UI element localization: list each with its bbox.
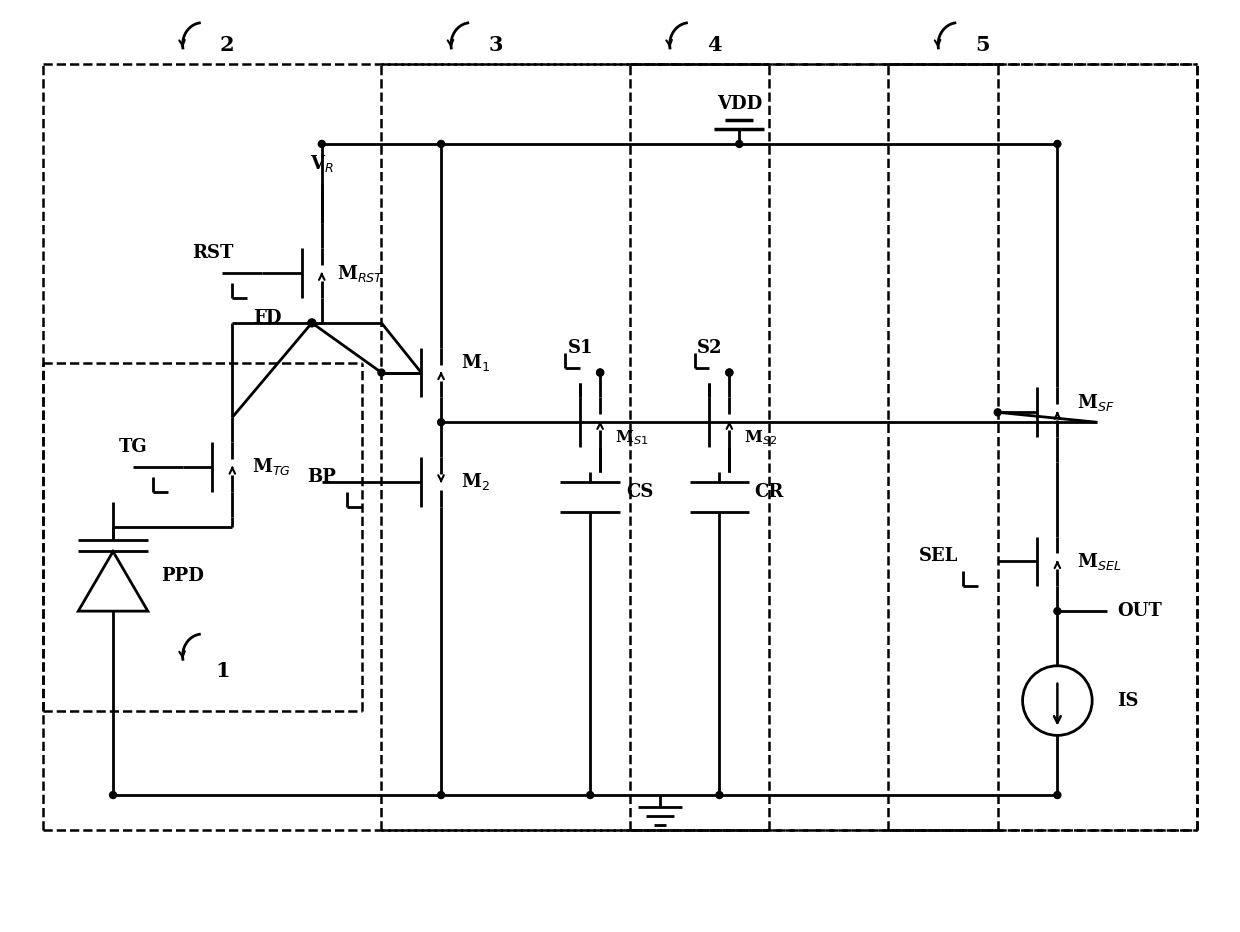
Circle shape [1054, 141, 1061, 147]
Text: S2: S2 [697, 338, 722, 357]
Text: M$_{TG}$: M$_{TG}$ [252, 457, 291, 477]
Circle shape [715, 791, 723, 799]
Circle shape [1054, 791, 1061, 799]
Circle shape [725, 369, 733, 376]
Text: TG: TG [119, 438, 148, 456]
Circle shape [596, 369, 604, 376]
Circle shape [438, 791, 445, 799]
Text: VDD: VDD [717, 95, 761, 113]
Text: M$_{RST}$: M$_{RST}$ [337, 263, 384, 283]
Text: M$_{SEL}$: M$_{SEL}$ [1078, 551, 1122, 572]
Text: SEL: SEL [919, 547, 957, 566]
Text: S1: S1 [568, 338, 593, 357]
Text: BP: BP [308, 468, 336, 486]
Text: 3: 3 [489, 34, 503, 55]
Text: CR: CR [754, 483, 784, 500]
Circle shape [725, 369, 733, 376]
Text: 1: 1 [215, 661, 229, 680]
Circle shape [319, 141, 325, 147]
Circle shape [109, 791, 117, 799]
Text: V$_R$: V$_R$ [310, 153, 334, 174]
Circle shape [308, 319, 316, 327]
Text: RST: RST [192, 244, 233, 262]
Text: 2: 2 [219, 34, 234, 55]
Text: M$_{S2}$: M$_{S2}$ [744, 428, 777, 446]
Text: OUT: OUT [1117, 602, 1162, 620]
Text: M$_1$: M$_1$ [461, 352, 490, 373]
Circle shape [735, 141, 743, 147]
Text: CS: CS [626, 483, 653, 500]
Circle shape [587, 791, 594, 799]
Text: PPD: PPD [161, 568, 205, 585]
Circle shape [1054, 608, 1061, 614]
Circle shape [378, 369, 384, 376]
Circle shape [438, 418, 445, 426]
Text: M$_2$: M$_2$ [461, 472, 490, 492]
Circle shape [596, 369, 604, 376]
Text: IS: IS [1117, 692, 1138, 709]
Text: 5: 5 [976, 34, 990, 55]
Text: M$_{SF}$: M$_{SF}$ [1078, 391, 1115, 413]
Text: M$_{S1}$: M$_{S1}$ [615, 428, 649, 446]
Circle shape [994, 409, 1001, 416]
Text: 4: 4 [707, 34, 722, 55]
Circle shape [438, 141, 445, 147]
Text: FD: FD [253, 308, 281, 327]
